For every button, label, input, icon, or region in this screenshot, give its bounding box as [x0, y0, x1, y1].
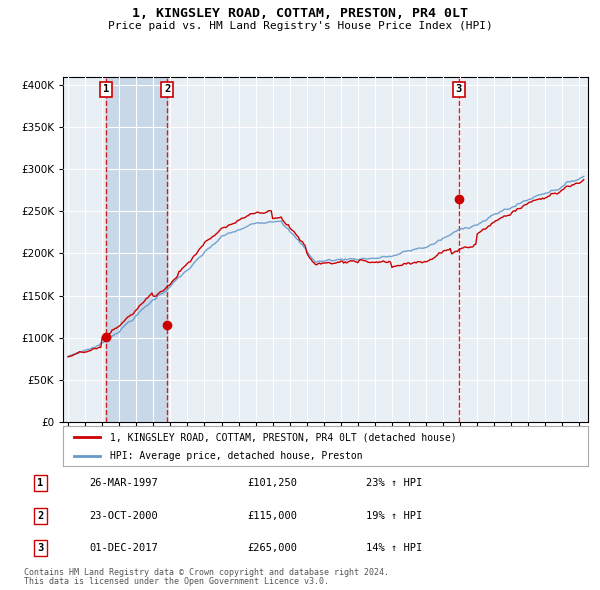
Text: 19% ↑ HPI: 19% ↑ HPI	[366, 511, 422, 520]
Text: £101,250: £101,250	[247, 478, 298, 488]
Bar	[106, 77, 167, 422]
Text: £265,000: £265,000	[247, 543, 298, 553]
Text: 1, KINGSLEY ROAD, COTTAM, PRESTON, PR4 0LT: 1, KINGSLEY ROAD, COTTAM, PRESTON, PR4 0…	[132, 7, 468, 20]
Text: Price paid vs. HM Land Registry's House Price Index (HPI): Price paid vs. HM Land Registry's House …	[107, 21, 493, 31]
Text: 1, KINGSLEY ROAD, COTTAM, PRESTON, PR4 0LT (detached house): 1, KINGSLEY ROAD, COTTAM, PRESTON, PR4 0…	[110, 432, 457, 442]
Text: 26-MAR-1997: 26-MAR-1997	[89, 478, 158, 488]
Text: 14% ↑ HPI: 14% ↑ HPI	[366, 543, 422, 553]
Text: 1: 1	[37, 478, 44, 488]
Text: Contains HM Land Registry data © Crown copyright and database right 2024.: Contains HM Land Registry data © Crown c…	[24, 568, 389, 577]
Text: 01-DEC-2017: 01-DEC-2017	[89, 543, 158, 553]
Text: This data is licensed under the Open Government Licence v3.0.: This data is licensed under the Open Gov…	[24, 577, 329, 586]
Text: 23% ↑ HPI: 23% ↑ HPI	[366, 478, 422, 488]
Text: 2: 2	[37, 511, 44, 520]
Text: 1: 1	[103, 84, 109, 94]
Text: HPI: Average price, detached house, Preston: HPI: Average price, detached house, Pres…	[110, 451, 363, 461]
Text: 3: 3	[37, 543, 44, 553]
Text: £115,000: £115,000	[247, 511, 298, 520]
Text: 3: 3	[455, 84, 462, 94]
Text: 2: 2	[164, 84, 170, 94]
Text: 23-OCT-2000: 23-OCT-2000	[89, 511, 158, 520]
